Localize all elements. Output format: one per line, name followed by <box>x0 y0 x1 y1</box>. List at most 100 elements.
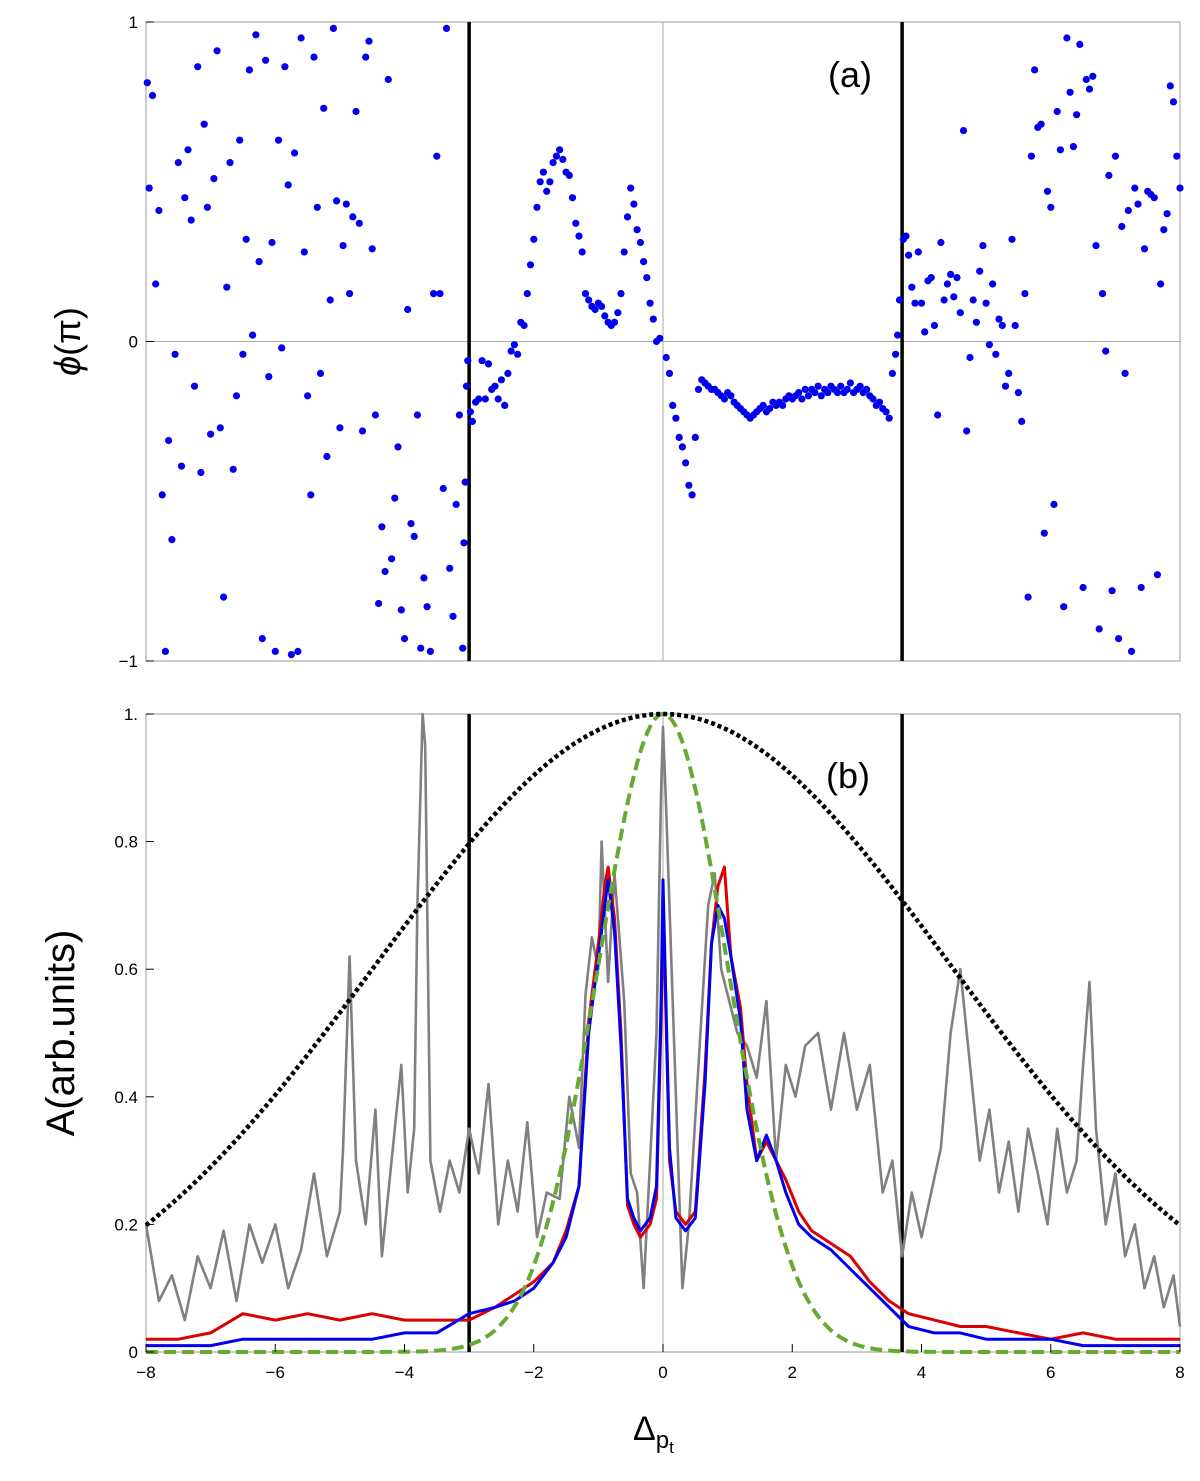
phase-point <box>856 382 864 390</box>
panel-b-x-tick-label: 4 <box>917 1363 926 1382</box>
phase-point <box>1124 206 1132 215</box>
phase-point <box>433 152 441 160</box>
panel-b-x-ticks: −8 −6 −4 −2 0 2 4 6 8 <box>136 1344 1185 1382</box>
phase-point <box>313 203 321 211</box>
phase-point <box>213 47 221 55</box>
phase-point <box>1011 321 1019 330</box>
phase-point <box>333 197 341 205</box>
phase-point <box>494 395 502 403</box>
phase-point <box>972 318 981 326</box>
phase-point <box>346 290 354 298</box>
phase-point <box>1134 200 1142 208</box>
phase-point <box>342 200 350 208</box>
phase-point <box>1024 593 1032 601</box>
phase-point <box>546 178 554 186</box>
phase-point <box>187 216 195 224</box>
panel-b-label: (b) <box>826 755 870 796</box>
phase-point <box>165 436 173 445</box>
phase-point <box>501 401 509 409</box>
phase-point <box>426 647 434 656</box>
phase-point <box>934 411 942 419</box>
series-gray-noisy <box>144 712 1182 1327</box>
phase-point <box>940 296 948 304</box>
phase-point <box>882 408 890 416</box>
phase-point <box>675 433 683 441</box>
phase-point <box>591 305 599 314</box>
phase-point <box>627 184 635 192</box>
phase-point <box>407 520 415 528</box>
phase-point <box>245 66 253 74</box>
phase-point <box>145 184 153 192</box>
phase-point <box>203 203 211 211</box>
phase-point <box>417 644 425 652</box>
panel-a-y-tick-label: 0 <box>129 333 138 352</box>
phase-point <box>966 353 974 362</box>
phase-point <box>216 424 224 432</box>
phase-point <box>1118 222 1126 231</box>
phase-point <box>1043 187 1052 195</box>
phase-point <box>1115 635 1123 643</box>
panel-a-zero-lines <box>146 22 1180 661</box>
phase-point <box>384 75 392 84</box>
phase-point <box>982 299 990 307</box>
phase-point <box>921 328 929 336</box>
panel-a-y-axis-title: ϕ(π) <box>47 307 88 376</box>
phase-point <box>268 238 276 247</box>
phase-point <box>430 290 438 298</box>
phase-point <box>155 206 163 215</box>
panel-a-y-axis-symbol: ϕ <box>47 356 88 376</box>
panel-b-y-ticks: 0 0.2 0.4 0.6 0.8 1. <box>114 705 154 1362</box>
phase-point <box>1089 72 1097 80</box>
phase-point <box>943 280 952 288</box>
phase-point <box>226 159 234 167</box>
phase-point <box>158 491 166 499</box>
phase-point <box>1050 500 1058 508</box>
x-axis-sub-t: t <box>669 1438 674 1457</box>
phase-point <box>795 389 803 397</box>
phase-point <box>656 334 664 342</box>
phase-point <box>455 411 463 419</box>
phase-point <box>190 382 199 390</box>
phase-point <box>536 178 544 186</box>
phase-point <box>1031 66 1039 74</box>
phase-point <box>484 360 493 368</box>
phase-point <box>520 321 528 330</box>
phase-point <box>630 200 638 208</box>
panel-b-x-tick-label: −8 <box>136 1363 155 1382</box>
phase-point <box>294 647 302 656</box>
phase-point <box>688 491 696 499</box>
phase-point <box>636 238 645 247</box>
series-black-gaussian <box>144 711 1182 1227</box>
phase-point <box>423 603 431 611</box>
phase-point <box>262 56 270 64</box>
phase-point <box>1160 226 1168 234</box>
phase-point <box>1137 583 1145 592</box>
phase-point <box>691 433 699 441</box>
phase-point <box>242 235 250 243</box>
phase-point <box>1102 347 1110 355</box>
phase-point <box>843 385 851 393</box>
phase-point <box>310 53 318 61</box>
phase-point <box>449 612 457 620</box>
phase-point <box>1105 171 1113 179</box>
phase-point <box>442 24 451 32</box>
phase-point <box>814 382 822 390</box>
panel-b-x-axis-title: Δpt <box>633 1410 674 1457</box>
phase-point <box>362 53 370 61</box>
phase-point <box>400 635 409 643</box>
phase-point <box>491 382 499 390</box>
phase-point <box>824 389 832 397</box>
phase-point <box>1150 194 1158 202</box>
phase-point <box>556 146 564 154</box>
phase-point <box>459 644 467 652</box>
phase-point <box>976 267 984 275</box>
phase-point <box>304 392 312 400</box>
panel-b-series <box>144 711 1182 1354</box>
phase-point <box>1095 625 1103 633</box>
phase-point <box>1063 34 1071 42</box>
phase-point <box>895 296 904 304</box>
phase-point <box>811 389 819 397</box>
phase-point <box>177 462 186 470</box>
panel-a-label: (a) <box>828 54 872 95</box>
phase-point <box>1047 203 1055 211</box>
